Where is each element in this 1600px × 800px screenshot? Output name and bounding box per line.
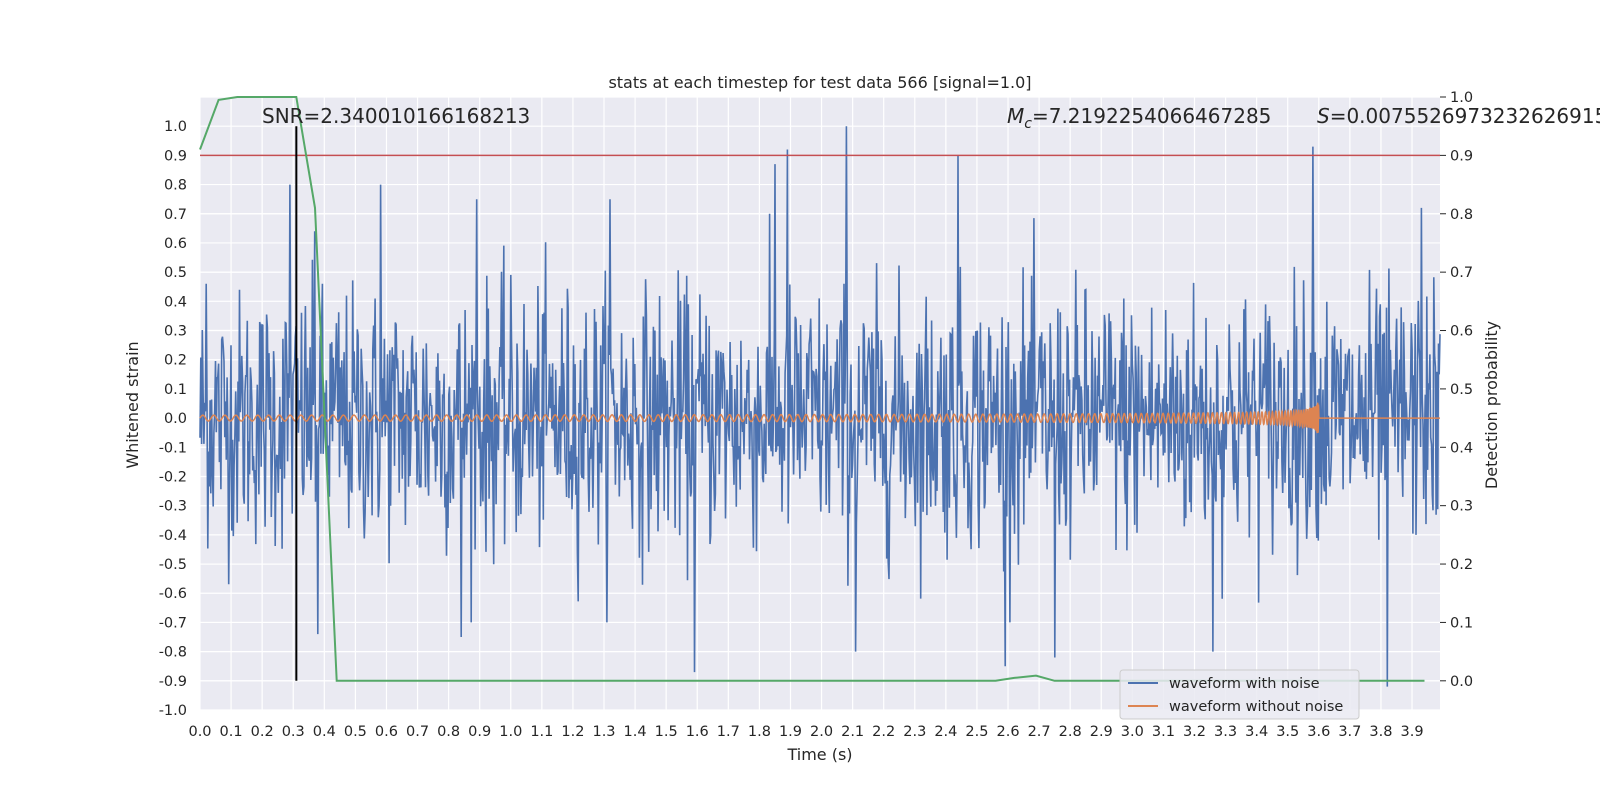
x-axis-label: Time (s) — [786, 745, 852, 764]
x-tick-label: 2.1 — [841, 724, 864, 740]
x-tick-label: 3.4 — [1245, 724, 1268, 740]
x-tick-label: 2.7 — [1028, 724, 1051, 740]
waveform-without-noise-series — [199, 402, 1440, 434]
y2-tick-label: 0.6 — [1450, 324, 1473, 340]
legend-label-noise: waveform with noise — [1169, 676, 1320, 692]
x-tick-label: 3.6 — [1307, 724, 1330, 740]
x-tick-label: 0.8 — [437, 724, 460, 740]
y-tick-label: 0.4 — [164, 294, 187, 310]
y-tick-label: 0.5 — [164, 265, 187, 281]
x-tick-label: 2.0 — [810, 724, 833, 740]
x-tick-label: 1.7 — [717, 724, 740, 740]
x-axis-ticks: 0.0 0.1 0.2 0.3 0.4 0.5 0.6 0.7 0.8 0.9 1.0 1.1 1.2 1… — [188, 724, 1423, 740]
waveform-with-noise-series — [199, 126, 1441, 687]
y-axis-ticks: 1.0 0.9 0.8 0.7 0.6 0.5 0.4 0.3 0.2 0.1 0.0 -0.1 -0.… — [159, 119, 187, 719]
y2-tick-label: 0.1 — [1450, 615, 1473, 631]
x-tick-label: 2.6 — [996, 724, 1019, 740]
snr-annotation: SNR=2.340010166168213 — [262, 104, 530, 128]
y-tick-label: -0.2 — [159, 469, 187, 485]
y2-tick-label: 0.5 — [1450, 382, 1473, 398]
x-tick-label: 1.5 — [655, 724, 678, 740]
y-tick-label: 0.6 — [164, 236, 187, 252]
x-tick-label: 3.5 — [1276, 724, 1299, 740]
y2-tick-label: 0.8 — [1450, 207, 1473, 223]
y-tick-label: -0.7 — [159, 615, 187, 631]
x-tick-label: 0.4 — [313, 724, 336, 740]
y2-tick-label: 0.3 — [1450, 499, 1473, 515]
y-tick-label: -0.1 — [159, 440, 187, 456]
y-axis-label: Whitened strain — [123, 341, 142, 468]
y-tick-label: -0.8 — [159, 645, 187, 661]
y-tick-label: -0.5 — [159, 557, 187, 573]
legend-label-clean: waveform without noise — [1169, 699, 1343, 715]
y-tick-label: -1.0 — [159, 703, 187, 719]
y-tick-label: 0.2 — [164, 353, 187, 369]
x-tick-label: 3.8 — [1369, 724, 1392, 740]
probability-line — [199, 96, 1425, 682]
y2-axis-ticks: 1.0 0.9 0.8 0.7 0.6 0.5 0.4 0.3 0.2 0.1 0.0 — [1440, 90, 1473, 690]
clean-line — [199, 402, 1440, 434]
y2-tick-label: 0.4 — [1450, 440, 1473, 456]
y2-tick-label: 0.2 — [1450, 557, 1473, 573]
x-tick-label: 3.0 — [1121, 724, 1144, 740]
noise-line — [199, 126, 1441, 687]
s-value: =0.0075526973232626915 — [1330, 104, 1600, 128]
x-tick-label: 0.5 — [344, 724, 367, 740]
chirp-mass-symbol: M — [1007, 104, 1024, 128]
x-tick-label: 1.4 — [624, 724, 647, 740]
chirp-mass-value: =7.2192254066467285 — [1032, 104, 1271, 128]
legend: waveform with noise waveform without noi… — [1119, 669, 1360, 720]
y2-tick-label: 0.9 — [1450, 148, 1473, 164]
x-tick-label: 0.1 — [220, 724, 243, 740]
y-tick-label: -0.4 — [159, 528, 187, 544]
x-tick-label: 1.8 — [748, 724, 771, 740]
y2-tick-label: 1.0 — [1450, 90, 1473, 106]
x-tick-label: 3.7 — [1338, 724, 1361, 740]
chirp-mass-subscript: c — [1024, 116, 1032, 132]
x-tick-label: 2.5 — [965, 724, 988, 740]
y-tick-label: -0.9 — [159, 674, 187, 690]
y2-axis-label: Detection probability — [1482, 321, 1501, 489]
x-tick-label: 1.3 — [592, 724, 615, 740]
x-tick-label: 3.2 — [1183, 724, 1206, 740]
chart-title: stats at each timestep for test data 566… — [608, 73, 1031, 92]
detection-probability-series — [199, 96, 1425, 682]
x-tick-label: 1.9 — [779, 724, 802, 740]
x-tick-label: 0.9 — [468, 724, 491, 740]
y2-tick-label: 0.7 — [1450, 265, 1473, 281]
x-tick-label: 2.8 — [1059, 724, 1082, 740]
x-tick-label: 0.0 — [188, 724, 211, 740]
x-tick-label: 1.6 — [686, 724, 709, 740]
x-tick-label: 0.2 — [251, 724, 274, 740]
y-tick-label: 0.0 — [164, 411, 187, 427]
chirp-mass-annotation: Mc=7.2192254066467285 — [1007, 104, 1271, 132]
x-tick-label: 3.3 — [1214, 724, 1237, 740]
s-symbol: S — [1317, 104, 1330, 128]
x-tick-label: 3.1 — [1152, 724, 1175, 740]
y-tick-label: 0.1 — [164, 382, 187, 398]
x-tick-label: 0.6 — [375, 724, 398, 740]
legend-box — [1119, 669, 1360, 720]
y-tick-label: 0.7 — [164, 207, 187, 223]
y-tick-label: 0.3 — [164, 324, 187, 340]
y-tick-label: 0.8 — [164, 178, 187, 194]
x-tick-label: 1.0 — [499, 724, 522, 740]
y2-tick-label: 0.0 — [1450, 674, 1473, 690]
x-tick-label: 0.7 — [406, 724, 429, 740]
s-annotation: S=0.0075526973232626915 — [1317, 104, 1600, 128]
x-tick-label: 2.3 — [903, 724, 926, 740]
x-tick-label: 2.4 — [934, 724, 957, 740]
x-tick-label: 2.9 — [1090, 724, 1113, 740]
y-tick-label: 1.0 — [164, 119, 187, 135]
x-tick-label: 1.2 — [561, 724, 584, 740]
y-tick-label: -0.6 — [159, 586, 187, 602]
x-tick-label: 1.1 — [530, 724, 553, 740]
y-tick-label: 0.9 — [164, 148, 187, 164]
y-tick-label: -0.3 — [159, 499, 187, 515]
x-tick-label: 2.2 — [872, 724, 895, 740]
x-tick-label: 0.3 — [282, 724, 305, 740]
x-tick-label: 3.9 — [1400, 724, 1423, 740]
